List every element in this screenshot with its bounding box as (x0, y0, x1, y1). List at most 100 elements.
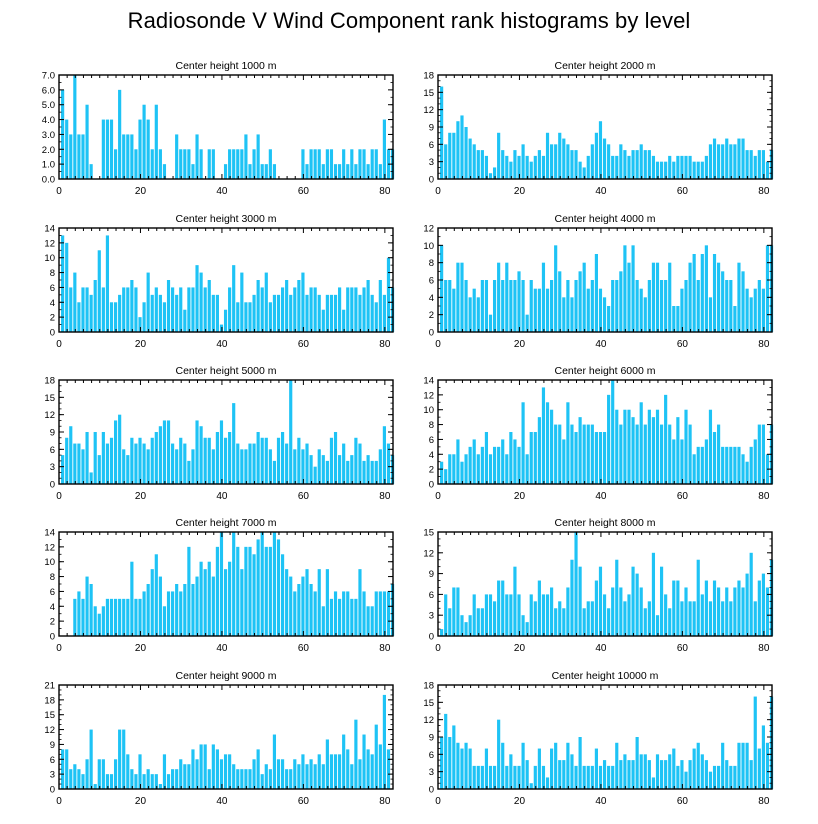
bar (464, 280, 468, 332)
panel-title: Center height 3000 m (176, 213, 277, 225)
bar (346, 749, 350, 789)
bar (749, 150, 753, 179)
bar (126, 455, 130, 484)
bar (354, 164, 358, 179)
bar (252, 554, 256, 636)
bar (211, 294, 215, 332)
bar (240, 449, 244, 484)
bar (541, 262, 546, 332)
bar (244, 302, 248, 332)
x-tick-label: 20 (135, 643, 147, 654)
bar (688, 760, 692, 789)
bar (578, 271, 582, 332)
bar (305, 764, 309, 789)
bar (77, 302, 81, 332)
bar (464, 454, 468, 484)
bar (244, 134, 248, 179)
bar (765, 742, 770, 789)
bar (101, 432, 105, 484)
bar (223, 437, 228, 484)
bar (582, 167, 586, 179)
bar (545, 132, 550, 179)
bar (741, 454, 745, 484)
bar (370, 606, 374, 636)
bar (501, 280, 505, 332)
bar (236, 302, 240, 332)
x-tick-label: 40 (216, 643, 228, 654)
bar (350, 149, 354, 179)
bar (525, 454, 529, 484)
bar (183, 584, 187, 636)
bar (501, 150, 505, 179)
bar (745, 742, 749, 789)
bar (293, 287, 297, 332)
bar (594, 580, 598, 636)
bar (378, 591, 382, 636)
y-tick-label: 12 (423, 390, 434, 401)
bar (574, 765, 578, 789)
bar (708, 409, 713, 484)
bar (301, 272, 305, 332)
bar (651, 417, 656, 484)
bar (118, 294, 122, 332)
bar (737, 742, 741, 789)
bar (236, 149, 240, 179)
bar (244, 546, 248, 636)
x-tick-label: 20 (135, 491, 147, 502)
bar (647, 150, 651, 179)
bar (382, 591, 386, 636)
bar (329, 754, 334, 789)
bar (93, 606, 97, 636)
bar (558, 760, 562, 789)
bar (199, 744, 203, 789)
bar (309, 759, 313, 789)
bar (236, 443, 240, 484)
y-tick-label: 15 (44, 710, 55, 721)
bar (733, 587, 737, 636)
bar (93, 784, 97, 789)
bar (142, 104, 146, 179)
bar (370, 754, 374, 789)
bar (358, 569, 362, 636)
bar (211, 744, 215, 789)
bar (525, 155, 529, 179)
bar (374, 149, 378, 179)
x-tick-label: 80 (758, 339, 770, 350)
bar (232, 265, 236, 332)
bar (211, 449, 215, 484)
bar (492, 446, 497, 484)
bar (525, 760, 529, 789)
bar (171, 287, 175, 332)
bar (134, 287, 138, 332)
x-tick-label: 40 (595, 491, 607, 502)
panel-2: Center height 2000 m 0 20 40 60 80 0 3 6 9 12 15 18 (423, 60, 774, 197)
bar (73, 75, 77, 179)
bar (228, 754, 232, 789)
bar (354, 437, 358, 484)
bar (232, 403, 236, 484)
bar (183, 309, 187, 332)
bar (207, 280, 211, 332)
bar (313, 591, 317, 636)
bar (85, 576, 89, 636)
x-tick-label: 60 (677, 491, 689, 502)
bar (272, 294, 277, 332)
bar (158, 294, 162, 332)
bar (134, 774, 138, 789)
bar (753, 155, 757, 179)
bar (260, 437, 264, 484)
bar (191, 749, 195, 789)
bar (191, 287, 195, 332)
bar (619, 424, 623, 484)
bar (65, 242, 69, 332)
bar (684, 587, 688, 636)
x-tick-label: 0 (56, 796, 62, 807)
bar (346, 591, 350, 636)
bar (317, 294, 321, 332)
bar (501, 580, 505, 636)
bar (692, 454, 696, 484)
bar (749, 552, 753, 636)
bar (684, 409, 688, 484)
bar (97, 759, 101, 789)
bar (558, 271, 562, 332)
